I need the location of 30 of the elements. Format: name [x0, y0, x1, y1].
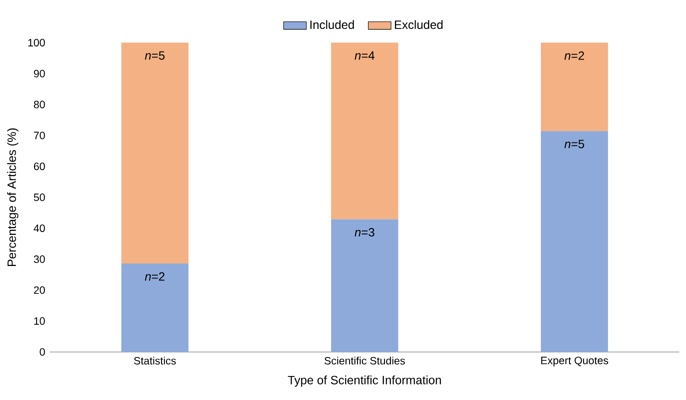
annotation: n=5	[564, 140, 584, 148]
bar	[121, 42, 188, 264]
bar	[331, 219, 398, 352]
legend-label: Included	[310, 20, 354, 29]
y-tick-label: 60	[34, 162, 45, 170]
bar	[540, 131, 608, 352]
x-axis-title: Type of Scientific Information	[288, 376, 441, 387]
y-axis-title: Percentage of Articles (%)	[7, 128, 18, 266]
bar	[540, 42, 608, 132]
y-tick-label: 100	[28, 38, 45, 46]
y-tick-label: 40	[34, 224, 45, 232]
bar	[331, 42, 398, 220]
y-tick-label: 30	[34, 255, 45, 263]
annotation: n=3	[354, 228, 374, 236]
x-tick-label: Expert Quotes	[541, 356, 608, 366]
x-tick-label: Scientific Studies	[324, 356, 405, 365]
annotation: n=2	[144, 272, 164, 281]
y-tick-label: 70	[34, 132, 45, 140]
legend-label: Excluded	[394, 20, 443, 29]
bar	[121, 264, 188, 352]
y-tick-label: 20	[34, 286, 45, 294]
y-tick-label: 90	[34, 70, 45, 78]
x-tick-label: Statistics	[134, 356, 176, 365]
y-tick-label: 80	[34, 100, 45, 108]
y-tick-label: 0	[40, 348, 45, 356]
y-tick-label: 50	[34, 194, 45, 202]
annotation: n=4	[354, 51, 374, 60]
annotation: n=2	[564, 51, 584, 60]
annotation: n=5	[144, 51, 165, 60]
y-tick-label: 10	[34, 317, 45, 325]
